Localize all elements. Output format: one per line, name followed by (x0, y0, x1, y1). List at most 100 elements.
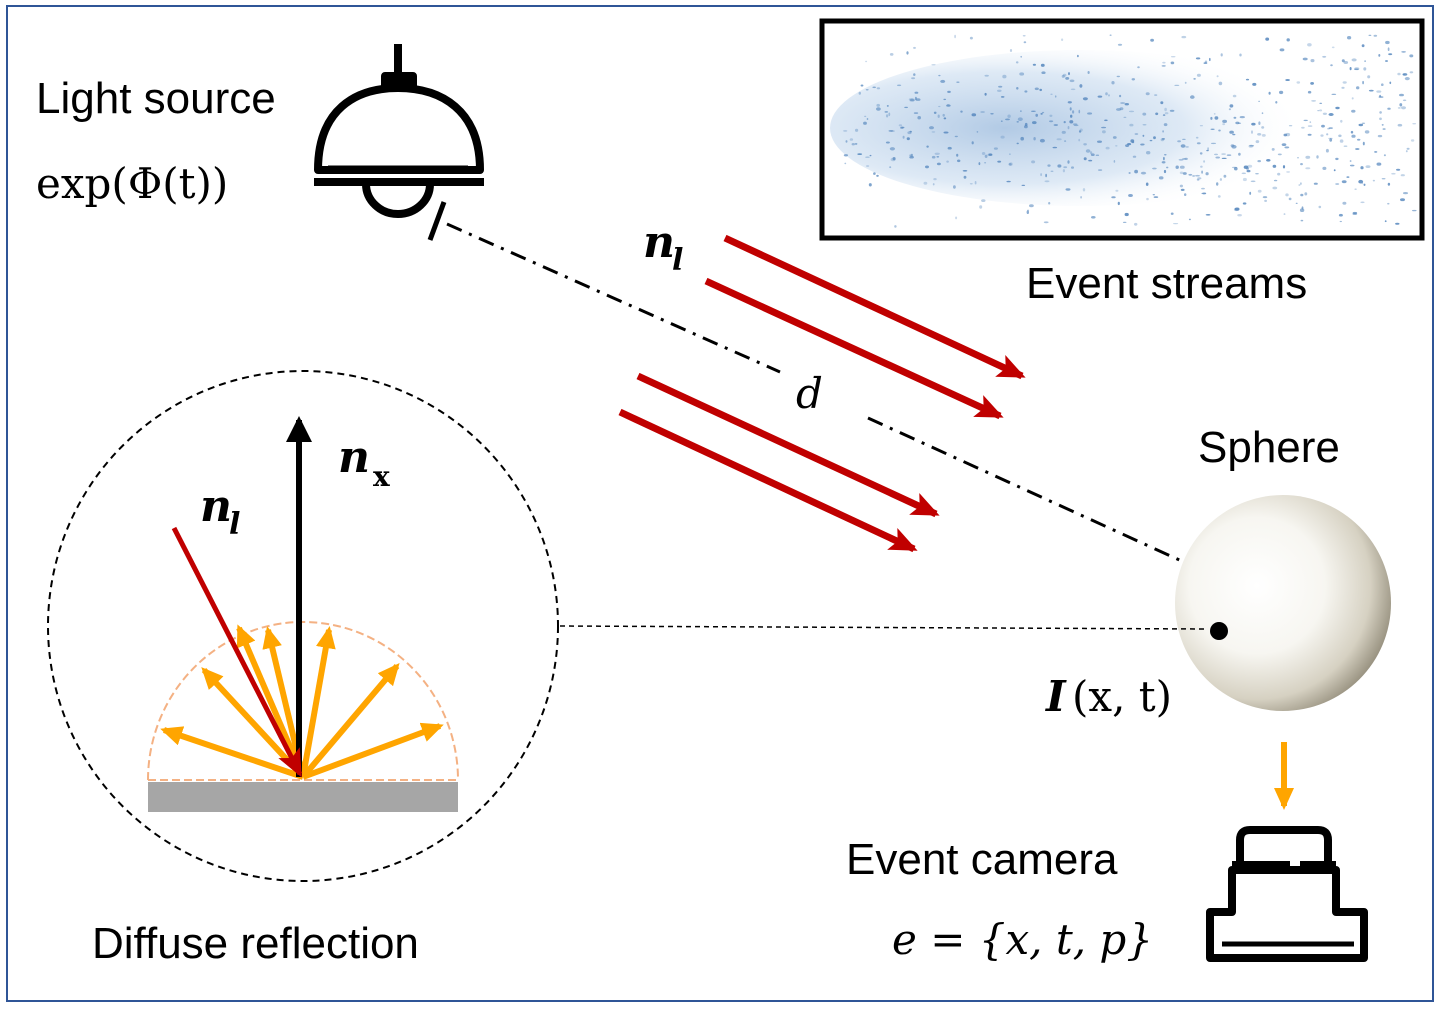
event-dot (1358, 179, 1364, 184)
event-dot (869, 154, 872, 157)
event-dot (884, 111, 889, 113)
event-dot (1277, 172, 1281, 176)
event-dot (1022, 35, 1026, 37)
event-dot (1128, 172, 1131, 174)
event-dot (1070, 114, 1073, 118)
event-dot (1273, 179, 1278, 182)
event-streams-label: Event streams (1026, 259, 1307, 308)
event-dot (1216, 75, 1219, 78)
event-dot (910, 153, 913, 157)
event-dot (1215, 156, 1220, 159)
event-dot (937, 114, 940, 118)
event-dot (934, 152, 940, 155)
event-dot (1395, 222, 1400, 225)
event-dot (864, 115, 867, 118)
event-dot (1128, 194, 1133, 197)
event-dot (1242, 177, 1247, 182)
event-dot (1339, 220, 1343, 223)
event-dot (1234, 167, 1238, 171)
event-dot (1281, 143, 1287, 147)
event-dot (844, 162, 847, 165)
event-dot (1008, 163, 1012, 166)
event-dot (1188, 173, 1193, 176)
event-dot (1048, 201, 1051, 205)
event-dot (1241, 172, 1247, 175)
event-dot (1124, 103, 1130, 106)
event-dot (962, 170, 968, 172)
event-dot (1209, 57, 1211, 62)
event-dot (1164, 107, 1167, 112)
event-dot (876, 174, 879, 177)
event-dot (1179, 171, 1184, 175)
event-dot (1318, 205, 1322, 209)
event-dot (1335, 157, 1339, 161)
event-dot (1368, 89, 1374, 92)
event-dot (1026, 210, 1030, 214)
event-dot (909, 154, 912, 157)
event-dot (1155, 112, 1159, 116)
event-dot (873, 172, 876, 175)
event-dot (1223, 174, 1227, 178)
event-dot (1005, 118, 1010, 121)
event-dot (1016, 87, 1019, 90)
event-dot (1361, 122, 1366, 125)
event-dot (1041, 111, 1045, 114)
event-dot (979, 205, 983, 209)
event-dot (1179, 165, 1185, 169)
light-rays (618, 234, 1026, 553)
event-dot (1020, 55, 1022, 58)
event-dot (1205, 172, 1209, 176)
event-dot (914, 91, 919, 94)
event-dot (1279, 90, 1284, 95)
event-dot (1080, 196, 1082, 199)
event-dot (866, 117, 869, 121)
event-dot (1009, 49, 1013, 52)
event-dot (1027, 209, 1030, 211)
event-dot (1387, 202, 1390, 205)
event-dot (1175, 165, 1179, 169)
event-dot (984, 92, 987, 96)
event-dot (1376, 90, 1382, 93)
event-dot (889, 166, 892, 169)
event-dot (906, 137, 910, 141)
event-dot (1203, 62, 1208, 64)
event-dot (1182, 172, 1187, 175)
event-dot (1388, 53, 1393, 56)
event-dot (1331, 46, 1335, 49)
event-dot (886, 105, 889, 107)
sphere-icon (1175, 495, 1391, 711)
event-dot (1385, 40, 1390, 45)
event-dot (1387, 107, 1391, 110)
event-dot (1305, 167, 1311, 170)
event-dot (1352, 211, 1358, 214)
event-dot (1389, 81, 1392, 85)
event-dot (1199, 152, 1203, 155)
event-dot (1083, 143, 1087, 146)
event-dot (1261, 126, 1265, 129)
distance-label: d (796, 369, 823, 418)
event-dot (957, 159, 961, 163)
event-dot (1078, 138, 1081, 142)
event-dot (1341, 180, 1347, 184)
event-dot (1360, 166, 1364, 170)
event-dot (1163, 123, 1168, 127)
event-dot (851, 143, 855, 146)
event-dot (1305, 155, 1311, 159)
event-dot (1016, 121, 1019, 123)
event-dot (1205, 214, 1211, 216)
event-dot (1210, 116, 1213, 120)
event-dot (1173, 223, 1179, 225)
event-dot (1079, 84, 1083, 88)
event-dot (943, 117, 947, 120)
event-dot (946, 104, 951, 107)
event-dot (1303, 119, 1308, 122)
event-dot (1299, 208, 1305, 212)
event-dot (1397, 72, 1401, 76)
event-dot (1195, 57, 1201, 60)
event-dot (1196, 179, 1200, 181)
event-dot (1044, 180, 1050, 183)
event-dot (1123, 116, 1127, 118)
event-dot (1039, 88, 1042, 92)
event-dot (1124, 212, 1129, 217)
event-dot (1142, 124, 1147, 126)
